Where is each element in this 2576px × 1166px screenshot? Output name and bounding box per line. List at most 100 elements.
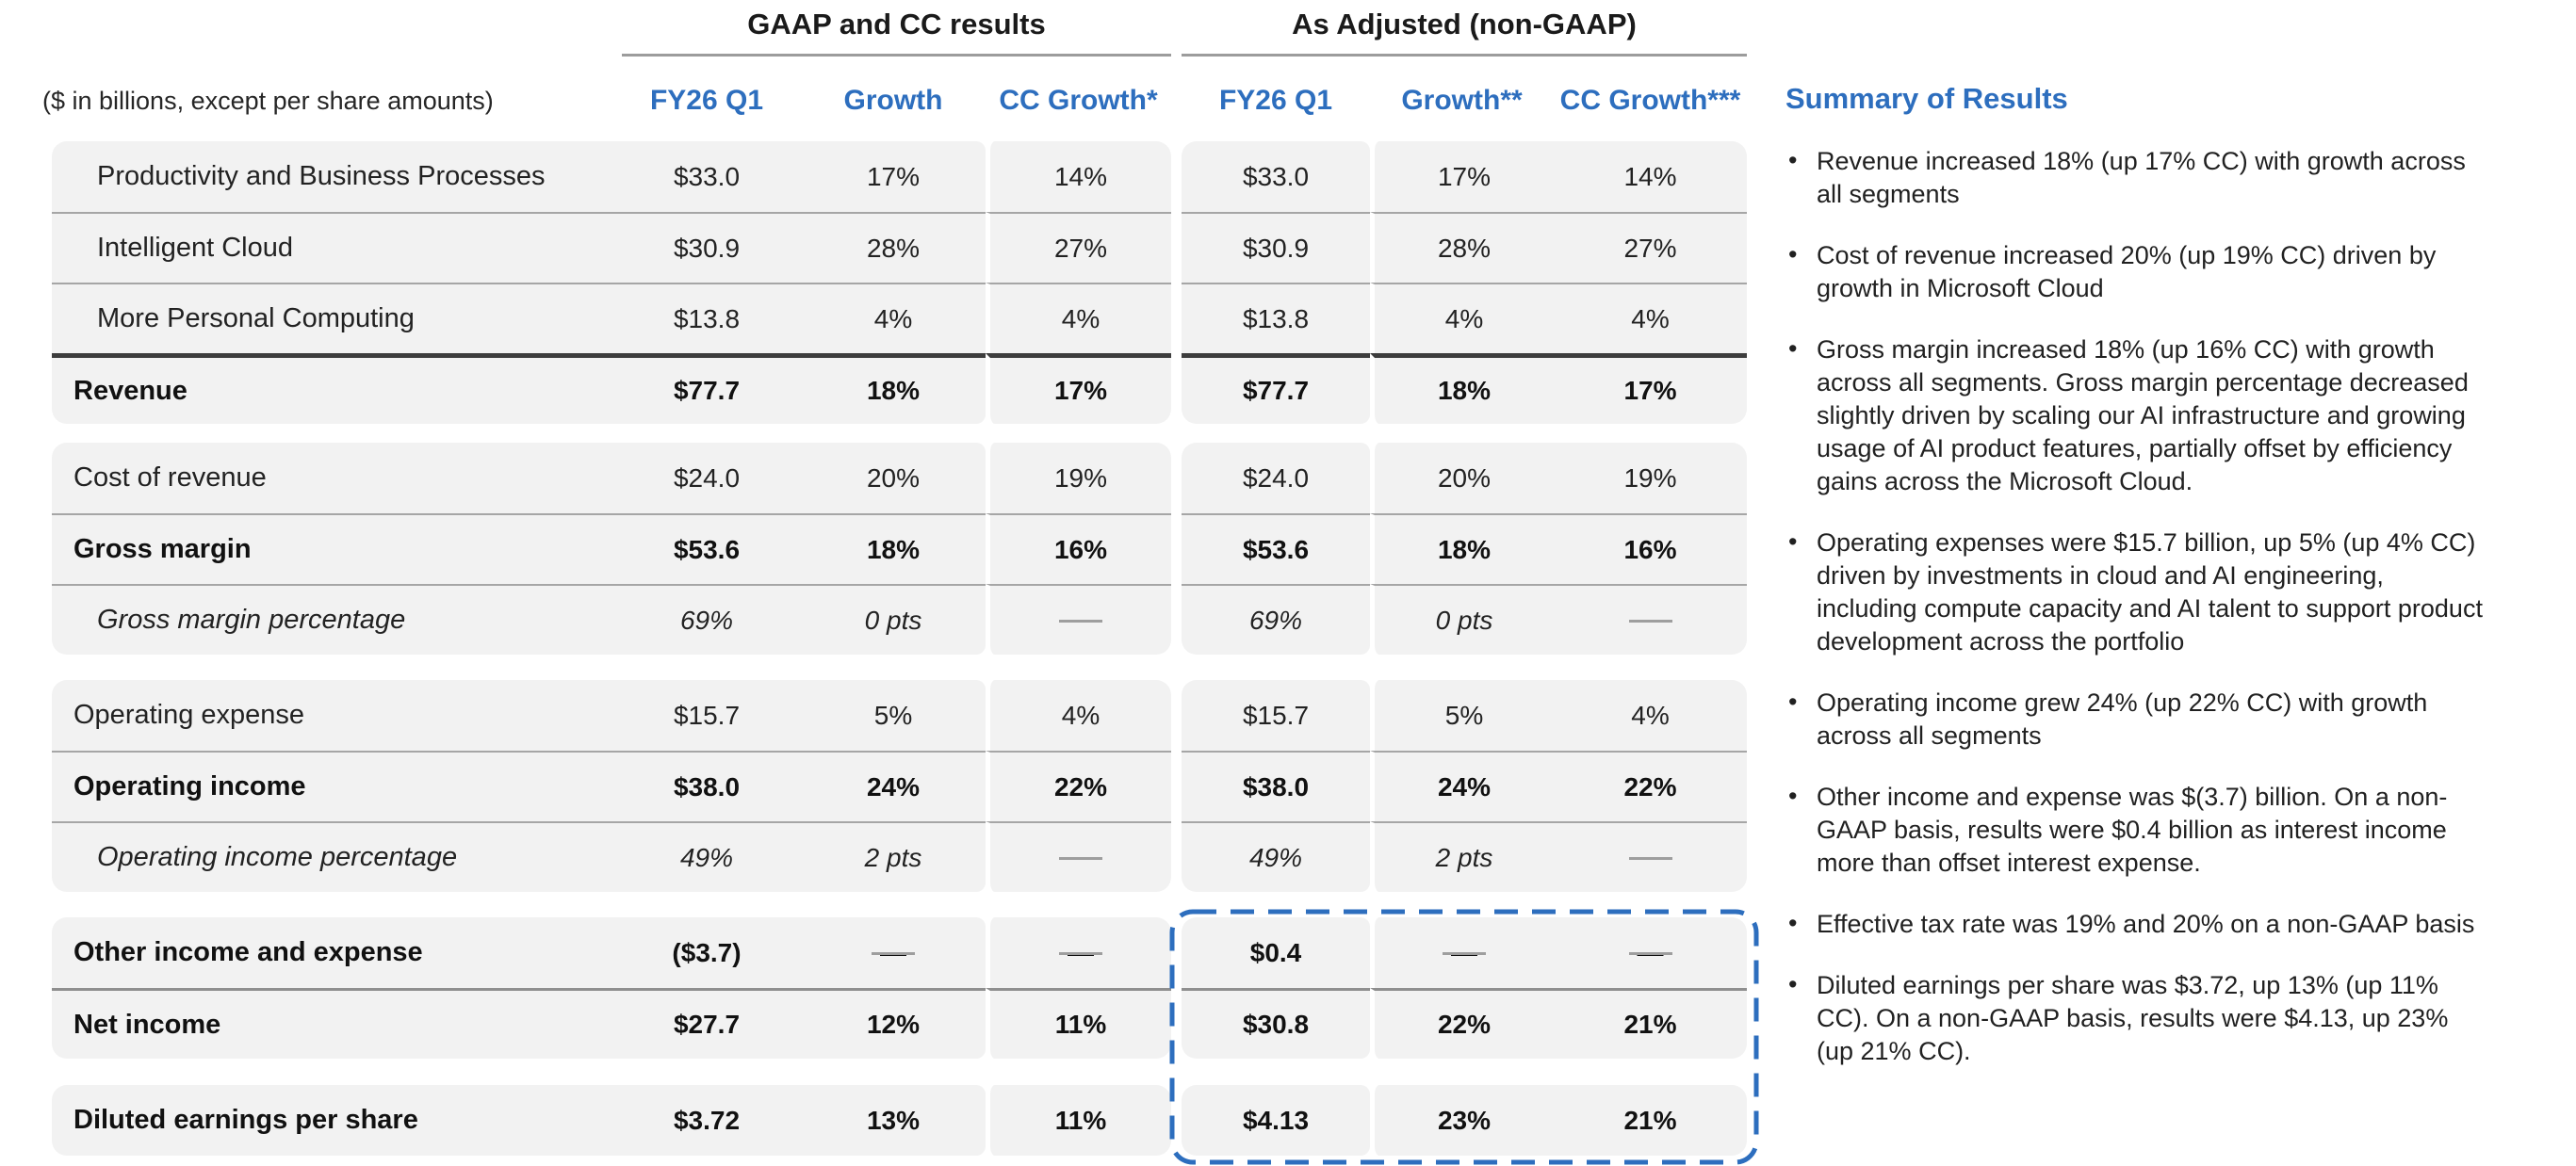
column-gap [1171,212,1182,283]
non-gaap-header-underline [1182,54,1747,57]
value-cell: 21% [1554,988,1747,1059]
value-cell: $53.6 [612,513,801,584]
value-cell: $30.8 [1182,988,1370,1059]
gaap-header-underline [622,54,1171,57]
column-gap [1171,141,1182,212]
value-cell: 5% [801,680,986,751]
value-cell: — [1370,917,1554,988]
value-cell: 16% [986,513,1171,584]
value-cell: — [986,917,1171,988]
row-group: Operating expense $15.7 5% 4% $15.7 5% 4% Opera… [52,680,1747,892]
value-cell: 21% [1554,1085,1747,1156]
value-cell: 0 pts [801,584,986,655]
value-cell: 27% [1554,212,1747,283]
value-cell: $15.7 [612,680,801,751]
summary-bullet-list: Revenue increased 18% (up 17% CC) with g… [1785,144,2483,1068]
row-group: Productivity and Business Processes $33.0… [52,141,1747,424]
row-label: Other income and expense [52,917,612,988]
row-label: Net income [52,988,612,1059]
table-row: Other income and expense ($3.7) — — $0.4— — [52,917,1747,988]
row-label: Gross margin percentage [52,584,612,655]
value-cell: — [1554,584,1747,655]
value-cell: 4% [986,283,1171,353]
value-cell: 2 pts [801,821,986,892]
value-cell: 16% [1554,513,1747,584]
value-cell: $27.7 [612,988,801,1059]
value-cell: — [986,584,1171,655]
value-cell: $15.7 [1182,680,1370,751]
value-cell: $3.72 [612,1085,801,1156]
value-cell: 2 pts [1370,821,1554,892]
value-cell: 19% [986,443,1171,513]
row-label: Revenue [52,353,612,424]
summary-bullet: Diluted earnings per share was $3.72, up… [1785,968,2483,1068]
value-cell: 18% [801,353,986,424]
value-cell: 24% [801,751,986,821]
value-cell: 13% [801,1085,986,1156]
column-gap [1171,917,1182,988]
value-cell: 4% [801,283,986,353]
value-cell: $33.0 [612,141,801,212]
column-gap [1171,680,1182,751]
value-cell: $38.0 [612,751,801,821]
table-row: Operating income $38.0 24% 22% $38.0 24% 22% [52,751,1747,821]
table-row: Intelligent Cloud $30.9 28% 27% $30.9 28% 27% [52,212,1747,283]
non-gaap-group-title: As Adjusted (non-GAAP) [1292,8,1637,40]
value-cell: $0.4 [1182,917,1370,988]
row-label: Operating income percentage [52,821,612,892]
value-cell: 69% [1182,584,1370,655]
value-cell: ($3.7) [612,917,801,988]
value-cell: 4% [1554,680,1747,751]
value-cell: 18% [801,513,986,584]
summary-title: Summary of Results [1785,82,2068,115]
row-label: Productivity and Business Processes [52,141,612,212]
summary-bullet: Operating expenses were $15.7 billion, u… [1785,526,2483,658]
value-cell: 28% [1370,212,1554,283]
value-cell: 23% [1370,1085,1554,1156]
table-row: Diluted earnings per share $3.72 13% 11% $4.… [52,1085,1747,1156]
row-label: Operating expense [52,680,612,751]
row-label: Cost of revenue [52,443,612,513]
value-cell: 4% [1370,283,1554,353]
value-cell: 12% [801,988,986,1059]
value-cell: 14% [1554,141,1747,212]
value-cell: 69% [612,584,801,655]
value-cell: 17% [801,141,986,212]
value-cell: 20% [1370,443,1554,513]
value-cell: 18% [1370,513,1554,584]
column-gap [1171,513,1182,584]
units-note: ($ in billions, except per share amounts… [42,86,494,115]
value-cell: 17% [1370,141,1554,212]
value-cell: — [1554,917,1747,988]
value-cell: 17% [1554,353,1747,424]
value-cell: 4% [1554,283,1747,353]
column-gap [1171,443,1182,513]
row-label: Diluted earnings per share [52,1085,612,1156]
value-cell: $33.0 [1182,141,1370,212]
table-row: Net income $27.7 12% 11% $30.8 22% 21% [52,988,1747,1059]
value-cell: 28% [801,212,986,283]
table-row: More Personal Computing $13.8 4% 4% $13.8 4% 4… [52,283,1747,353]
value-cell: — [801,917,986,988]
value-cell: $38.0 [1182,751,1370,821]
value-cell: $13.8 [612,283,801,353]
row-group: Other income and expense ($3.7) — — $0.4— — Ne… [52,917,1747,1059]
value-cell: 22% [1370,988,1554,1059]
value-cell: 14% [986,141,1171,212]
value-cell: 20% [801,443,986,513]
summary-panel: Summary of Results Revenue increased 18%… [1785,81,2483,1068]
column-gap [1171,1085,1182,1156]
summary-bullet: Revenue increased 18% (up 17% CC) with g… [1785,144,2483,211]
value-cell: 5% [1370,680,1554,751]
gaap-group-title: GAAP and CC results [747,8,1046,40]
value-cell: — [986,821,1171,892]
value-cell: $30.9 [612,212,801,283]
summary-bullet: Other income and expense was $(3.7) bill… [1785,780,2483,880]
summary-bullet: Effective tax rate was 19% and 20% on a … [1785,907,2483,941]
table-body: Productivity and Business Processes $33.0… [52,141,1747,1156]
table-row: Productivity and Business Processes $33.0… [52,141,1747,212]
table-row: Gross margin $53.6 18% 16% $53.6 18% 16% [52,513,1747,584]
value-cell: 49% [1182,821,1370,892]
table-row: Cost of revenue $24.0 20% 19% $24.0 20% 19% [52,443,1747,513]
